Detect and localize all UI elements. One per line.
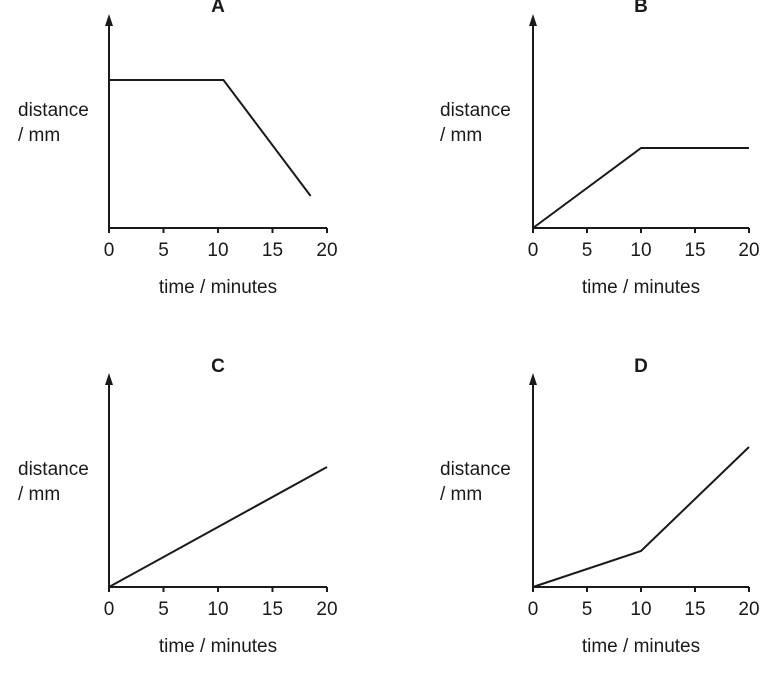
- x-tick-label: 20: [738, 240, 759, 261]
- y-axis-arrow: [105, 14, 113, 26]
- y-axis-arrow: [529, 373, 537, 385]
- x-tick-label: 5: [158, 599, 169, 620]
- chart-title: B: [634, 0, 648, 17]
- x-tick-label: 5: [582, 240, 593, 261]
- x-tick-label: 0: [528, 599, 539, 620]
- y-axis-label: / mm: [440, 484, 482, 505]
- y-axis-label: / mm: [18, 125, 60, 146]
- x-tick-label: 0: [104, 240, 115, 261]
- x-tick-label: 10: [630, 240, 651, 261]
- x-tick-label: 20: [316, 599, 337, 620]
- x-tick-label: 0: [528, 240, 539, 261]
- y-axis-label: distance: [440, 100, 511, 121]
- x-axis-label: time / minutes: [582, 636, 700, 657]
- series-line: [108, 466, 328, 588]
- y-axis-label: / mm: [18, 484, 60, 505]
- x-axis-label: time / minutes: [159, 277, 277, 298]
- x-tick-label: 10: [630, 599, 651, 620]
- x-tick-label: 15: [262, 599, 283, 620]
- y-axis-arrow: [105, 373, 113, 385]
- x-tick-label: 15: [684, 599, 705, 620]
- x-tick-label: 15: [262, 240, 283, 261]
- y-axis-label: distance: [18, 100, 89, 121]
- y-axis-arrow: [529, 14, 537, 26]
- y-axis-label: / mm: [440, 125, 482, 146]
- x-tick-label: 0: [104, 599, 115, 620]
- chart-title: C: [211, 356, 225, 377]
- x-axis-label: time / minutes: [159, 636, 277, 657]
- series-line: [532, 147, 749, 229]
- y-axis-label: distance: [18, 459, 89, 480]
- x-tick-label: 10: [207, 240, 228, 261]
- y-axis-label: distance: [440, 459, 511, 480]
- series-line: [109, 79, 312, 197]
- x-tick-label: 5: [582, 599, 593, 620]
- x-tick-label: 15: [684, 240, 705, 261]
- chart-title: D: [634, 356, 648, 377]
- x-axis-label: time / minutes: [582, 277, 700, 298]
- x-tick-label: 5: [158, 240, 169, 261]
- x-tick-label: 20: [738, 599, 759, 620]
- x-tick-label: 10: [207, 599, 228, 620]
- x-tick-label: 20: [316, 240, 337, 261]
- series-line: [532, 446, 750, 588]
- chart-title: A: [211, 0, 225, 17]
